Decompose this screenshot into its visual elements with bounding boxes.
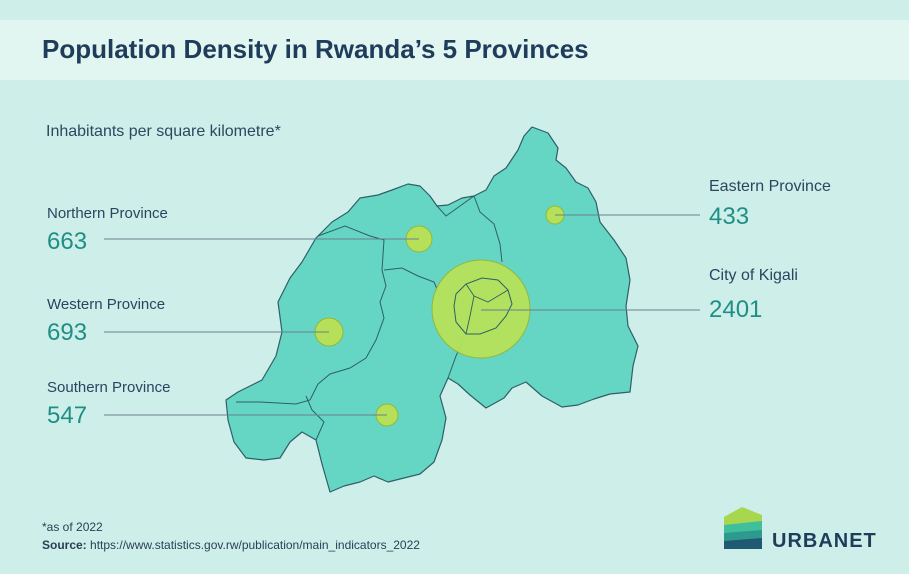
page-title: Population Density in Rwanda’s 5 Provinc… [42, 34, 589, 64]
marker-city-of-kigali [431, 259, 531, 359]
label-eastern-province: Eastern Province [709, 178, 831, 195]
source-text: https://www.statistics.gov.rw/publicatio… [86, 538, 420, 552]
kigali-boundary [453, 277, 513, 335]
urbanet-logo-icon [724, 507, 762, 549]
source-label: Source: [42, 538, 87, 552]
value-southern-province: 547 [47, 402, 88, 429]
province-boundary-north-east [436, 195, 503, 263]
label-city-of-kigali: City of Kigali [709, 267, 798, 284]
title-bar [0, 20, 909, 80]
label-western-province: Western Province [47, 296, 166, 313]
value-northern-province: 663 [47, 228, 88, 255]
value-western-province: 693 [47, 319, 88, 346]
label-southern-province: Southern Province [47, 379, 171, 396]
page-subtitle: Inhabitants per square kilometre* [46, 123, 281, 140]
source-line: Source: https://www.statistics.gov.rw/pu… [42, 538, 420, 552]
footnote: *as of 2022 [42, 520, 103, 534]
brand-name: URBANET [772, 530, 877, 552]
value-city-of-kigali: 2401 [709, 296, 763, 323]
province-boundary-west-south [305, 395, 325, 441]
kigali-district-lines [465, 283, 509, 335]
value-eastern-province: 433 [709, 203, 750, 230]
province-boundary-north-south [383, 267, 441, 297]
label-northern-province: Northern Province [47, 205, 168, 222]
